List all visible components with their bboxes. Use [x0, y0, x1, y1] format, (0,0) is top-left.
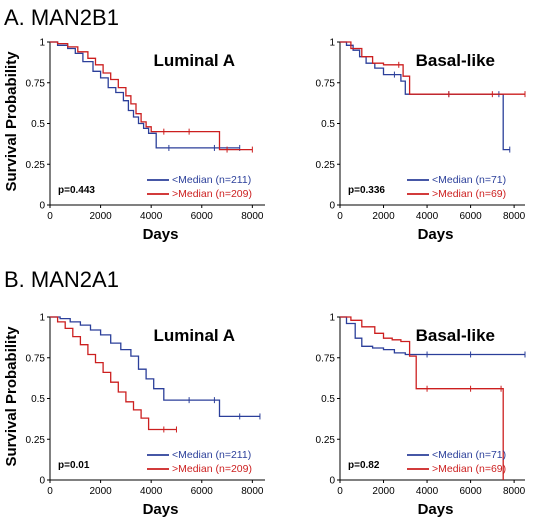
legend-label: >Median (n=209): [172, 463, 252, 475]
x-tick-label: 8000: [241, 211, 264, 222]
section-title-a: A. MAN2B1: [4, 5, 119, 30]
y-tick-label: 0.5: [321, 119, 335, 130]
y-tick-label: 0: [329, 201, 335, 212]
p-value: p=0.01: [58, 460, 90, 471]
x-tick-label: 2000: [372, 211, 395, 222]
x-tick-label: 8000: [503, 486, 526, 497]
y-tick-label: 0.5: [31, 119, 45, 130]
section-title-b: B. MAN2A1: [4, 267, 119, 292]
survival-curve-above-median: [340, 41, 525, 95]
legend-label: >Median (n=209): [172, 188, 252, 200]
y-tick-label: 1: [329, 38, 335, 49]
p-value: p=0.82: [348, 460, 380, 471]
x-axis-label: Days: [143, 501, 179, 518]
x-tick-label: 6000: [191, 211, 214, 222]
y-tick-label: 0.5: [321, 394, 335, 405]
x-tick-label: 0: [337, 211, 343, 222]
legend-label: <Median (n=211): [172, 174, 251, 186]
x-tick-label: 2000: [89, 211, 112, 222]
km-panel-3: 0 0.25 0.5 0.75 1 0 2000 4000 6000 8000 Days Basal-…: [316, 313, 526, 519]
legend-label: >Median (n=69): [432, 463, 506, 475]
y-tick-label: 0.25: [26, 160, 46, 171]
legend-label: <Median (n=211): [172, 449, 251, 461]
legend-label: <Median (n=71): [432, 449, 506, 461]
y-tick-label: 0.75: [26, 353, 46, 364]
x-tick-label: 0: [47, 211, 53, 222]
x-tick-label: 4000: [416, 211, 439, 222]
x-tick-label: 4000: [140, 486, 163, 497]
km-panel-1: 0 0.25 0.5 0.75 1 0 2000 4000 6000 8000 Days Basal-…: [316, 38, 526, 244]
y-axis-label: Survival Probability: [3, 326, 20, 467]
panel-title: Luminal A: [153, 326, 235, 345]
km-panel-0: 0 0.25 0.5 0.75 1 0 2000 4000 6000 8000 Days Surviv…: [3, 38, 265, 243]
y-tick-label: 0: [39, 476, 45, 487]
y-axis-label: Survival Probability: [3, 51, 20, 192]
y-tick-label: 0: [329, 476, 335, 487]
y-tick-label: 0.25: [316, 160, 336, 171]
km-panel-2: 0 0.25 0.5 0.75 1 0 2000 4000 6000 8000 Days Surviv…: [3, 313, 265, 518]
x-axis-label: Days: [418, 226, 454, 243]
x-tick-label: 0: [337, 486, 343, 497]
y-tick-label: 0.75: [316, 353, 336, 364]
y-tick-label: 1: [39, 38, 45, 49]
panel-title: Luminal A: [153, 51, 235, 70]
p-value: p=0.443: [58, 185, 95, 196]
survival-curve-above-median: [50, 41, 253, 151]
survival-curve-below-median: [340, 316, 525, 356]
x-tick-label: 0: [47, 486, 53, 497]
legend-label: <Median (n=71): [432, 174, 506, 186]
x-tick-label: 6000: [459, 211, 482, 222]
y-tick-label: 0.75: [26, 78, 46, 89]
x-tick-label: 4000: [416, 486, 439, 497]
x-tick-label: 6000: [191, 486, 214, 497]
x-tick-label: 2000: [89, 486, 112, 497]
y-tick-label: 0: [39, 201, 45, 212]
legend-label: >Median (n=69): [432, 188, 506, 200]
survival-curve-above-median: [50, 316, 177, 431]
p-value: p=0.336: [348, 185, 385, 196]
y-tick-label: 0.75: [316, 78, 336, 89]
x-axis-label: Days: [143, 226, 179, 243]
x-tick-label: 6000: [459, 486, 482, 497]
y-tick-label: 0.25: [26, 435, 46, 446]
y-tick-label: 0.5: [31, 394, 45, 405]
x-axis-label: Days: [418, 501, 454, 518]
y-tick-label: 1: [329, 313, 335, 324]
panel-title: Basal-like: [416, 51, 495, 70]
x-tick-label: 8000: [241, 486, 264, 497]
y-tick-label: 0.25: [316, 435, 336, 446]
y-tick-label: 1: [39, 313, 45, 324]
x-tick-label: 4000: [140, 211, 163, 222]
panel-title: Basal-like: [416, 326, 495, 345]
x-tick-label: 2000: [372, 486, 395, 497]
survival-curve-below-median: [50, 41, 240, 149]
x-tick-label: 8000: [503, 211, 526, 222]
survival-curve-above-median: [340, 316, 504, 480]
